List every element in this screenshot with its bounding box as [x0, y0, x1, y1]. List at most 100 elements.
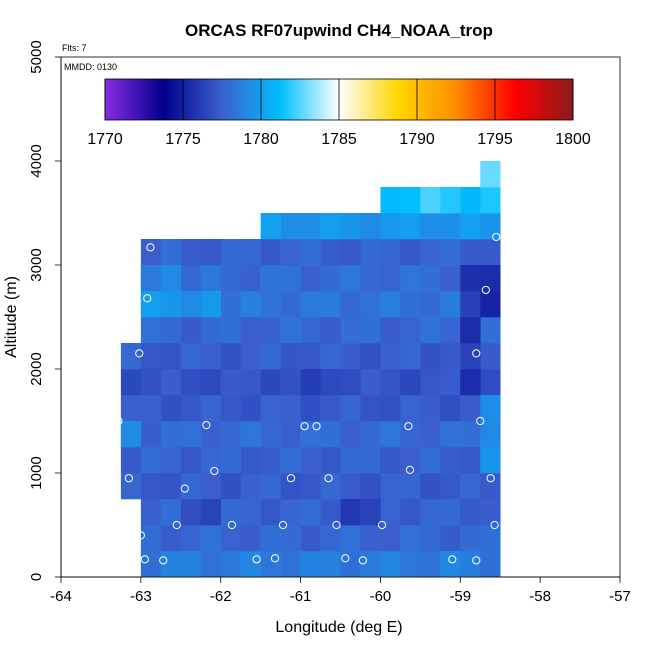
heatmap-cell [260, 265, 281, 292]
heatmap-cell [120, 395, 142, 422]
data-point [270, 554, 280, 563]
data-point [490, 520, 499, 530]
heatmap-cell [300, 317, 321, 344]
heatmap-cell [380, 395, 401, 422]
heatmap-cell [440, 317, 461, 344]
heatmap-cell [320, 499, 341, 526]
heatmap-cell [260, 291, 281, 318]
heatmap-cell [180, 447, 202, 474]
y-axis: 0 1000 2000 3000 4000 5000 [28, 40, 62, 581]
heatmap-cell [420, 473, 441, 500]
heatmap-cell [180, 525, 202, 552]
heatmap-cell [420, 317, 441, 344]
heatmap-cell [380, 421, 401, 448]
heatmap-cell [420, 551, 441, 578]
heatmap-cell [460, 473, 481, 500]
heatmap-cell [280, 447, 301, 474]
heatmap-cells [120, 161, 501, 578]
heatmap-cell [340, 473, 361, 500]
data-point [358, 556, 367, 565]
heatmap-cell [200, 317, 222, 344]
heatmap-cell [160, 499, 182, 526]
heatmap-cell [280, 317, 301, 344]
x-tick-label: -59 [449, 588, 471, 605]
heatmap-cell [200, 343, 222, 370]
data-point [486, 474, 495, 483]
heatmap-cell [160, 473, 182, 500]
heatmap-cell [120, 447, 142, 474]
heatmap-cell [260, 317, 281, 344]
heatmap-cell [400, 499, 421, 526]
heatmap-cell [420, 499, 441, 526]
heatmap-cell [220, 317, 241, 344]
x-tick-label: -61 [290, 588, 312, 605]
heatmap-cell [200, 473, 222, 500]
heatmap-cell [440, 343, 461, 370]
heatmap-cell [180, 239, 202, 266]
data-point [124, 474, 133, 483]
data-point [472, 349, 481, 358]
heatmap-cell [360, 239, 381, 266]
flights-annotation: Flts: 7 [62, 43, 87, 53]
x-tick-label: -57 [609, 588, 631, 605]
heatmap-cell [360, 291, 381, 318]
heatmap-cell [420, 369, 441, 396]
heatmap-cell [260, 239, 281, 266]
heatmap-cell [400, 187, 421, 214]
heatmap-cell [400, 213, 421, 240]
heatmap-cell [400, 525, 421, 552]
heatmap-cell [180, 291, 202, 318]
data-point [332, 520, 341, 530]
heatmap-cell [400, 473, 421, 500]
heatmap-cell [220, 395, 241, 422]
heatmap-cell [280, 499, 301, 526]
heatmap-cell [220, 551, 241, 578]
heatmap-cell [300, 473, 321, 500]
heatmap-cell [480, 499, 501, 526]
heatmap-cell [280, 551, 301, 578]
data-point [278, 520, 288, 530]
heatmap-cell [200, 369, 222, 396]
data-point [492, 232, 501, 242]
heatmap-cell [320, 395, 341, 422]
heatmap-cell [360, 369, 381, 396]
heatmap-cell [140, 239, 162, 266]
heatmap-cell [340, 213, 361, 240]
heatmap-cell [340, 499, 361, 526]
heatmap-cell [280, 369, 301, 396]
y-axis-label: Altitude (m) [3, 276, 20, 358]
data-point [377, 520, 387, 530]
heatmap-cell [160, 447, 182, 474]
chart-title: ORCAS RF07upwind CH4_NOAA_trop [185, 21, 493, 40]
data-point [114, 416, 123, 426]
data-point [136, 531, 145, 540]
heatmap-cell [240, 473, 261, 500]
heatmap-cell [260, 213, 281, 240]
heatmap-cell [280, 473, 301, 500]
heatmap-cell [460, 265, 481, 292]
heatmap-cell [260, 499, 281, 526]
heatmap-cell [400, 421, 421, 448]
data-point [286, 474, 296, 483]
heatmap-cell [360, 447, 381, 474]
heatmap-cell [320, 343, 341, 370]
heatmap-cell [440, 499, 461, 526]
heatmap-cell [420, 265, 441, 292]
y-tick-label: 1000 [28, 456, 45, 489]
heatmap-cell [240, 317, 261, 344]
data-point [476, 416, 485, 426]
heatmap-cell [480, 421, 501, 448]
heatmap-cell [380, 213, 401, 240]
data-point [227, 520, 236, 530]
heatmap-cell [140, 265, 162, 292]
heatmap-cell [140, 551, 162, 578]
heatmap-cell [380, 317, 401, 344]
heatmap-cell [180, 265, 202, 292]
heatmap-cell [280, 239, 301, 266]
heatmap-cell [180, 499, 202, 526]
heatmap-cell [220, 265, 241, 292]
heatmap-cell [240, 525, 261, 552]
heatmap-cell [460, 291, 481, 318]
heatmap-cell [460, 499, 481, 526]
heatmap-cell [220, 525, 241, 552]
